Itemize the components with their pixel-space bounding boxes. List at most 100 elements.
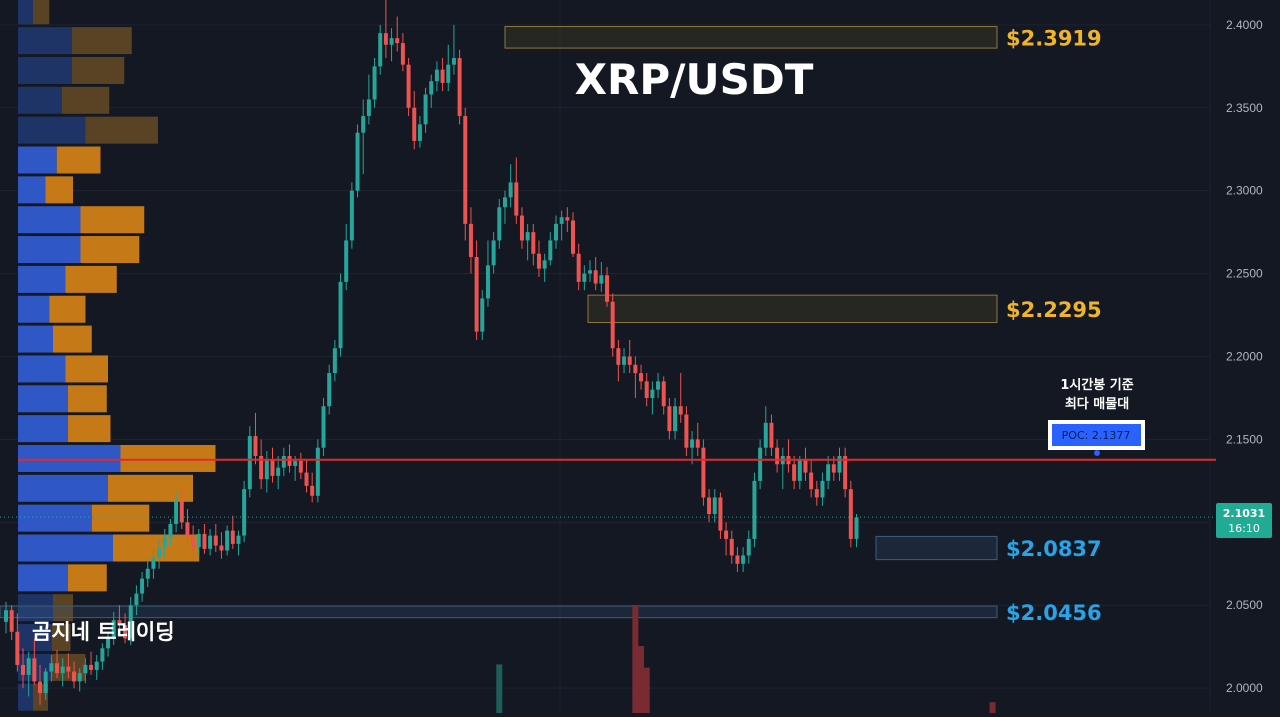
candle-body [327, 373, 332, 407]
profile-buy-bar [18, 444, 121, 472]
candle-body [820, 480, 825, 498]
candle-body [423, 94, 428, 125]
profile-buy-bar [18, 176, 46, 204]
profile-sell-bar [65, 265, 117, 293]
candle-body [253, 436, 258, 456]
candle-body [355, 132, 360, 191]
candle-body [338, 281, 343, 349]
candle-body [565, 217, 570, 221]
profile-sell-bar [68, 415, 111, 443]
candle-body [361, 116, 366, 133]
candle-body [571, 220, 575, 254]
candle-body [21, 664, 26, 675]
candle-body [434, 69, 439, 82]
profile-sell-bar [71, 56, 125, 84]
candle-body [406, 64, 411, 108]
candle-body [400, 43, 405, 65]
profile-buy-bar [18, 116, 86, 144]
candle-body [457, 58, 462, 117]
candle-body [202, 533, 207, 549]
candle-body [270, 459, 275, 476]
candle-body [814, 489, 819, 498]
candle-body [735, 555, 740, 564]
candle-body [43, 671, 48, 694]
candle-body [673, 406, 678, 432]
watermark-label: 곰지네 트레이딩 [32, 620, 175, 644]
candle-body [536, 253, 541, 269]
level-label: $2.0456 [1006, 601, 1102, 625]
candle-body [332, 348, 337, 374]
price-axis-tick: 2.3000 [1226, 184, 1263, 198]
candle-body [831, 464, 836, 473]
volume-profile [18, 0, 216, 711]
candle-body [792, 464, 797, 481]
candle-body [826, 464, 831, 481]
candle-body [480, 298, 485, 332]
candle-body [502, 197, 507, 208]
profile-buy-bar [18, 564, 68, 592]
candle-body [837, 455, 842, 473]
level-label: $2.0837 [1006, 537, 1102, 561]
profile-sell-bar [71, 27, 132, 55]
candle-body [196, 533, 201, 548]
candle-body [463, 116, 468, 224]
candle-body [372, 66, 377, 100]
candle-body [588, 270, 593, 274]
profile-sell-bar [80, 206, 145, 234]
candle-body [383, 33, 388, 45]
profile-buy-bar [18, 0, 33, 25]
profile-sell-bar [68, 564, 107, 592]
candle-body [553, 223, 558, 241]
profile-sell-bar [53, 594, 73, 622]
candle-body [60, 666, 65, 674]
poc-marker [1094, 450, 1100, 456]
candle-body [208, 535, 213, 549]
candle-body [758, 447, 763, 481]
candle-body [797, 459, 802, 481]
candle-body [729, 538, 734, 556]
candle-body [128, 605, 133, 639]
candle-body [633, 364, 638, 374]
candle-body [162, 537, 167, 548]
profile-buy-bar [18, 146, 57, 174]
candle-body [236, 535, 241, 544]
profile-sell-bar [51, 624, 71, 652]
candle-body [191, 537, 196, 548]
candle-body [100, 648, 105, 662]
candle-body [94, 661, 99, 670]
current-price-badge[interactable] [1216, 503, 1272, 538]
profile-buy-bar [18, 474, 108, 502]
profile-sell-bar [45, 176, 73, 204]
candle-body [497, 207, 502, 241]
candle-body [752, 480, 757, 539]
poc-label-text: POC: 2.1377 [1062, 429, 1131, 442]
candle-body [321, 406, 326, 448]
volume-bar [643, 667, 650, 713]
volume-bar [989, 702, 996, 713]
candle-body [264, 459, 269, 480]
candle-body [440, 69, 445, 83]
profile-buy-bar [18, 355, 66, 383]
poc-label-box[interactable] [1052, 424, 1141, 446]
candle-body [179, 500, 184, 523]
candle-body [247, 436, 252, 490]
candle-body [724, 530, 729, 539]
candle-body [451, 58, 456, 65]
profile-sell-bar [108, 474, 193, 502]
candle-body [174, 500, 179, 524]
level-zone [875, 535, 998, 561]
profile-buy-bar [18, 415, 68, 443]
candle-body [38, 681, 43, 694]
profile-sell-bar [61, 86, 110, 114]
candle-body [230, 530, 235, 544]
candle-body [259, 455, 264, 480]
candle-body [468, 223, 473, 258]
candle-body [622, 356, 627, 365]
profile-buy-bar [18, 86, 62, 114]
candle-body [491, 240, 496, 266]
candle-body [412, 107, 417, 141]
candle-body [378, 33, 383, 67]
candle-body [89, 664, 94, 670]
